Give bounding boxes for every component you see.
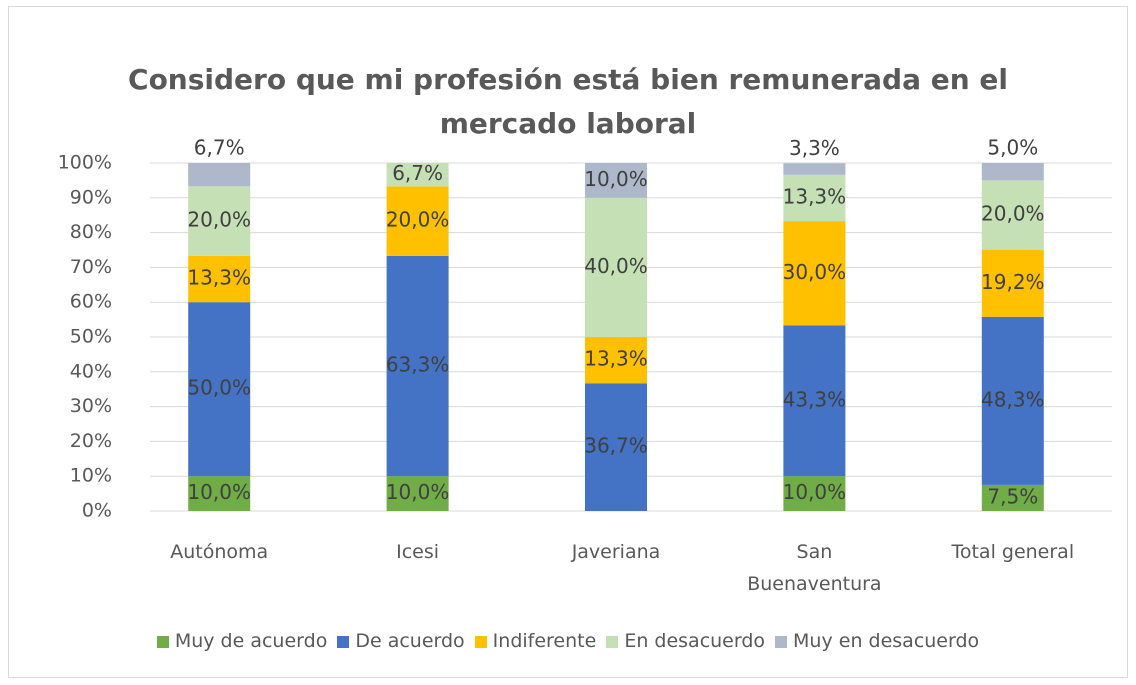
data-label: 5,0%: [987, 136, 1038, 160]
x-tick-label: Autónoma: [170, 541, 269, 563]
legend-swatch: [775, 635, 788, 648]
legend-swatch: [337, 635, 350, 648]
legend-swatch: [474, 635, 487, 648]
data-label: 19,2%: [981, 270, 1045, 294]
chart-frame: [8, 6, 1128, 678]
bar-segment: [386, 476, 449, 511]
bar-segment: [585, 163, 647, 198]
legend-item: Muy de acuerdo: [156, 630, 328, 652]
y-tick-label: 80%: [70, 221, 112, 243]
data-label: 6,7%: [392, 161, 443, 185]
y-tick-label: 0%: [82, 500, 112, 522]
bar-segment: [981, 180, 1044, 250]
y-tick-label: 50%: [70, 326, 112, 348]
legend-item: Muy en desacuerdo: [775, 630, 979, 652]
y-tick-label: 40%: [70, 360, 112, 382]
data-label: 20,0%: [981, 202, 1045, 226]
bar-segment: [981, 484, 1044, 511]
bar-segment: [783, 163, 846, 175]
bar-segment: [188, 476, 251, 511]
data-label: 20,0%: [386, 208, 450, 232]
bar-segment: [981, 250, 1044, 317]
data-label: 13,3%: [187, 266, 251, 290]
data-label: 50,0%: [187, 376, 251, 400]
data-label: 48,3%: [981, 387, 1045, 411]
bar-segment: [386, 255, 449, 477]
y-tick-label: 20%: [70, 430, 112, 452]
chart-title: Considero que mi profesión está bien rem…: [128, 63, 1008, 140]
legend-label: Muy de acuerdo: [174, 630, 328, 652]
data-label: 10,0%: [783, 480, 847, 504]
legend-item: De acuerdo: [337, 630, 465, 652]
bar-segment: [981, 316, 1044, 485]
legend-label: En desacuerdo: [624, 630, 766, 652]
data-label: 43,3%: [783, 387, 847, 411]
legend-swatch: [606, 635, 619, 648]
bar-segment: [981, 163, 1044, 181]
x-tick-label: San Buenaventura: [747, 541, 882, 595]
y-tick-label: 90%: [70, 186, 112, 208]
data-label: 40,0%: [584, 254, 648, 278]
data-label: 13,3%: [584, 347, 648, 371]
x-tick-label: Icesi: [396, 541, 440, 563]
legend: Muy de acuerdo De acuerdo Indiferente En de…: [0, 630, 1136, 652]
legend-item: Indiferente: [474, 630, 597, 652]
bar-segment: [386, 186, 449, 256]
bar-segment: [188, 163, 251, 187]
bar-segment: [585, 383, 647, 511]
bar-segment: [188, 186, 251, 256]
bar-segment: [188, 255, 251, 303]
legend-label: De acuerdo: [355, 630, 465, 652]
bar-segment: [783, 174, 846, 222]
bar-segment: [386, 163, 449, 187]
data-label: 20,0%: [187, 208, 251, 232]
y-tick-label: 30%: [70, 395, 112, 417]
data-label: 36,7%: [584, 434, 648, 458]
data-label: 10,0%: [386, 480, 450, 504]
legend-label: Indiferente: [492, 630, 597, 652]
data-label: 63,3%: [386, 353, 450, 377]
data-label: 3,3%: [789, 136, 840, 160]
x-tick-label: Total general: [951, 541, 1075, 563]
data-label: 13,3%: [783, 184, 847, 208]
y-tick-label: 100%: [58, 152, 112, 174]
bar-segment: [585, 197, 647, 337]
legend-swatch: [156, 635, 169, 648]
x-tick-label: Javeriana: [571, 541, 661, 563]
y-tick-label: 70%: [70, 256, 112, 278]
bar-segment: [783, 325, 846, 477]
legend-item: En desacuerdo: [606, 630, 765, 652]
bar-segment: [783, 221, 846, 326]
y-tick-label: 10%: [70, 465, 112, 487]
data-label: 10,0%: [584, 167, 648, 191]
data-label: 10,0%: [187, 480, 251, 504]
bar-segment: [783, 476, 846, 511]
data-label: 7,5%: [987, 484, 1038, 508]
bar-segment: [585, 337, 647, 384]
y-tick-label: 60%: [70, 291, 112, 313]
data-label: 6,7%: [194, 136, 245, 160]
bar-segment: [188, 302, 251, 477]
data-label: 30,0%: [783, 260, 847, 284]
legend-label: Muy en desacuerdo: [793, 630, 980, 652]
